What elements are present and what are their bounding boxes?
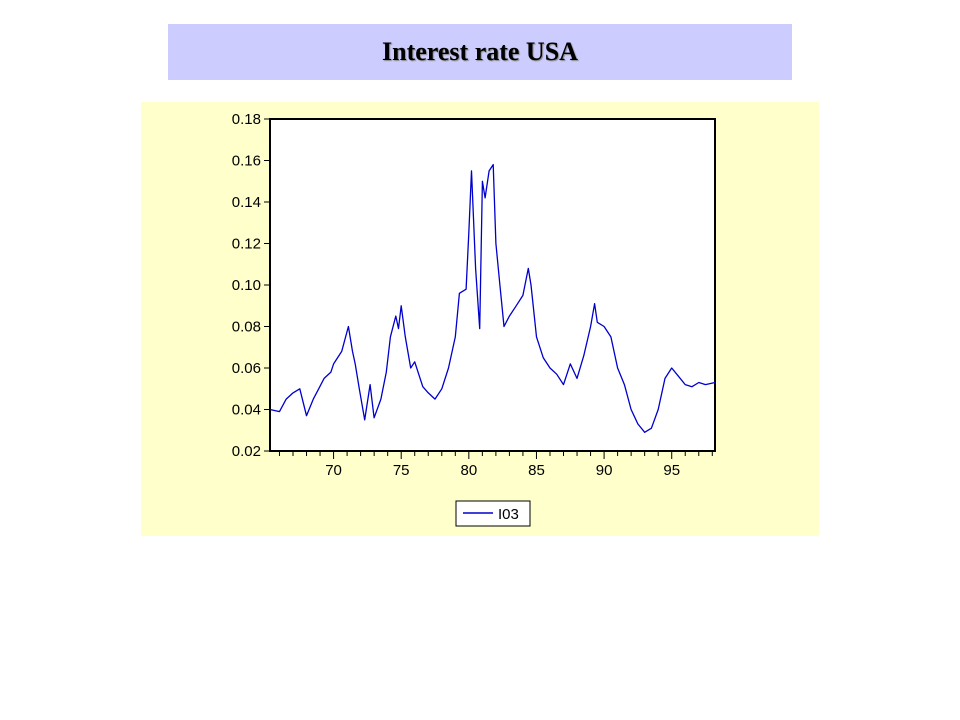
x-tick-label: 80 — [460, 462, 477, 479]
y-tick-label: 0.12 — [232, 236, 261, 253]
chart-panel: 0.02 0.04 0.06 0.08 0.10 0.12 0.14 0.16 0.18 70 7… — [141, 102, 819, 536]
x-tick-label: 85 — [528, 462, 545, 479]
legend: I03 — [455, 500, 531, 527]
y-tick-label: 0.08 — [232, 319, 261, 336]
legend-label: I03 — [498, 506, 519, 523]
slide-title-bar: Interest rate USA — [168, 24, 792, 80]
x-tick-label: 95 — [663, 462, 680, 479]
y-tick-label: 0.06 — [232, 360, 261, 377]
line-chart: 0.020.040.060.080.100.120.140.160.18 70 7… — [232, 111, 716, 527]
y-tick-label: 0.16 — [232, 153, 261, 170]
y-axis: 0.02 0.04 0.06 0.08 0.10 0.12 0.14 0.16 0.18 — [232, 111, 270, 460]
x-tick-label: 75 — [393, 462, 410, 479]
slide-title: Interest rate USA — [382, 37, 578, 66]
series-layer — [269, 163, 716, 433]
y-tick-label: 0.04 — [232, 402, 261, 419]
y-tick-label: 0.18 — [232, 111, 261, 128]
x-axis: 70 75 80 85 90 95 — [278, 451, 713, 479]
plot-area — [269, 118, 716, 452]
y-tick-label: 0.10 — [232, 277, 261, 294]
y-tick-label: 0.02 — [232, 443, 261, 460]
y-tick-label: 0.14 — [232, 194, 261, 211]
x-tick-label: 90 — [596, 462, 613, 479]
x-tick-label: 70 — [325, 462, 342, 479]
series-line-i03 — [269, 163, 716, 433]
